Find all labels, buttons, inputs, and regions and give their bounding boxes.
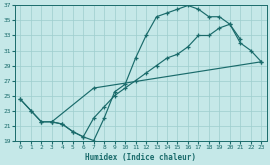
X-axis label: Humidex (Indice chaleur): Humidex (Indice chaleur) (85, 152, 196, 162)
